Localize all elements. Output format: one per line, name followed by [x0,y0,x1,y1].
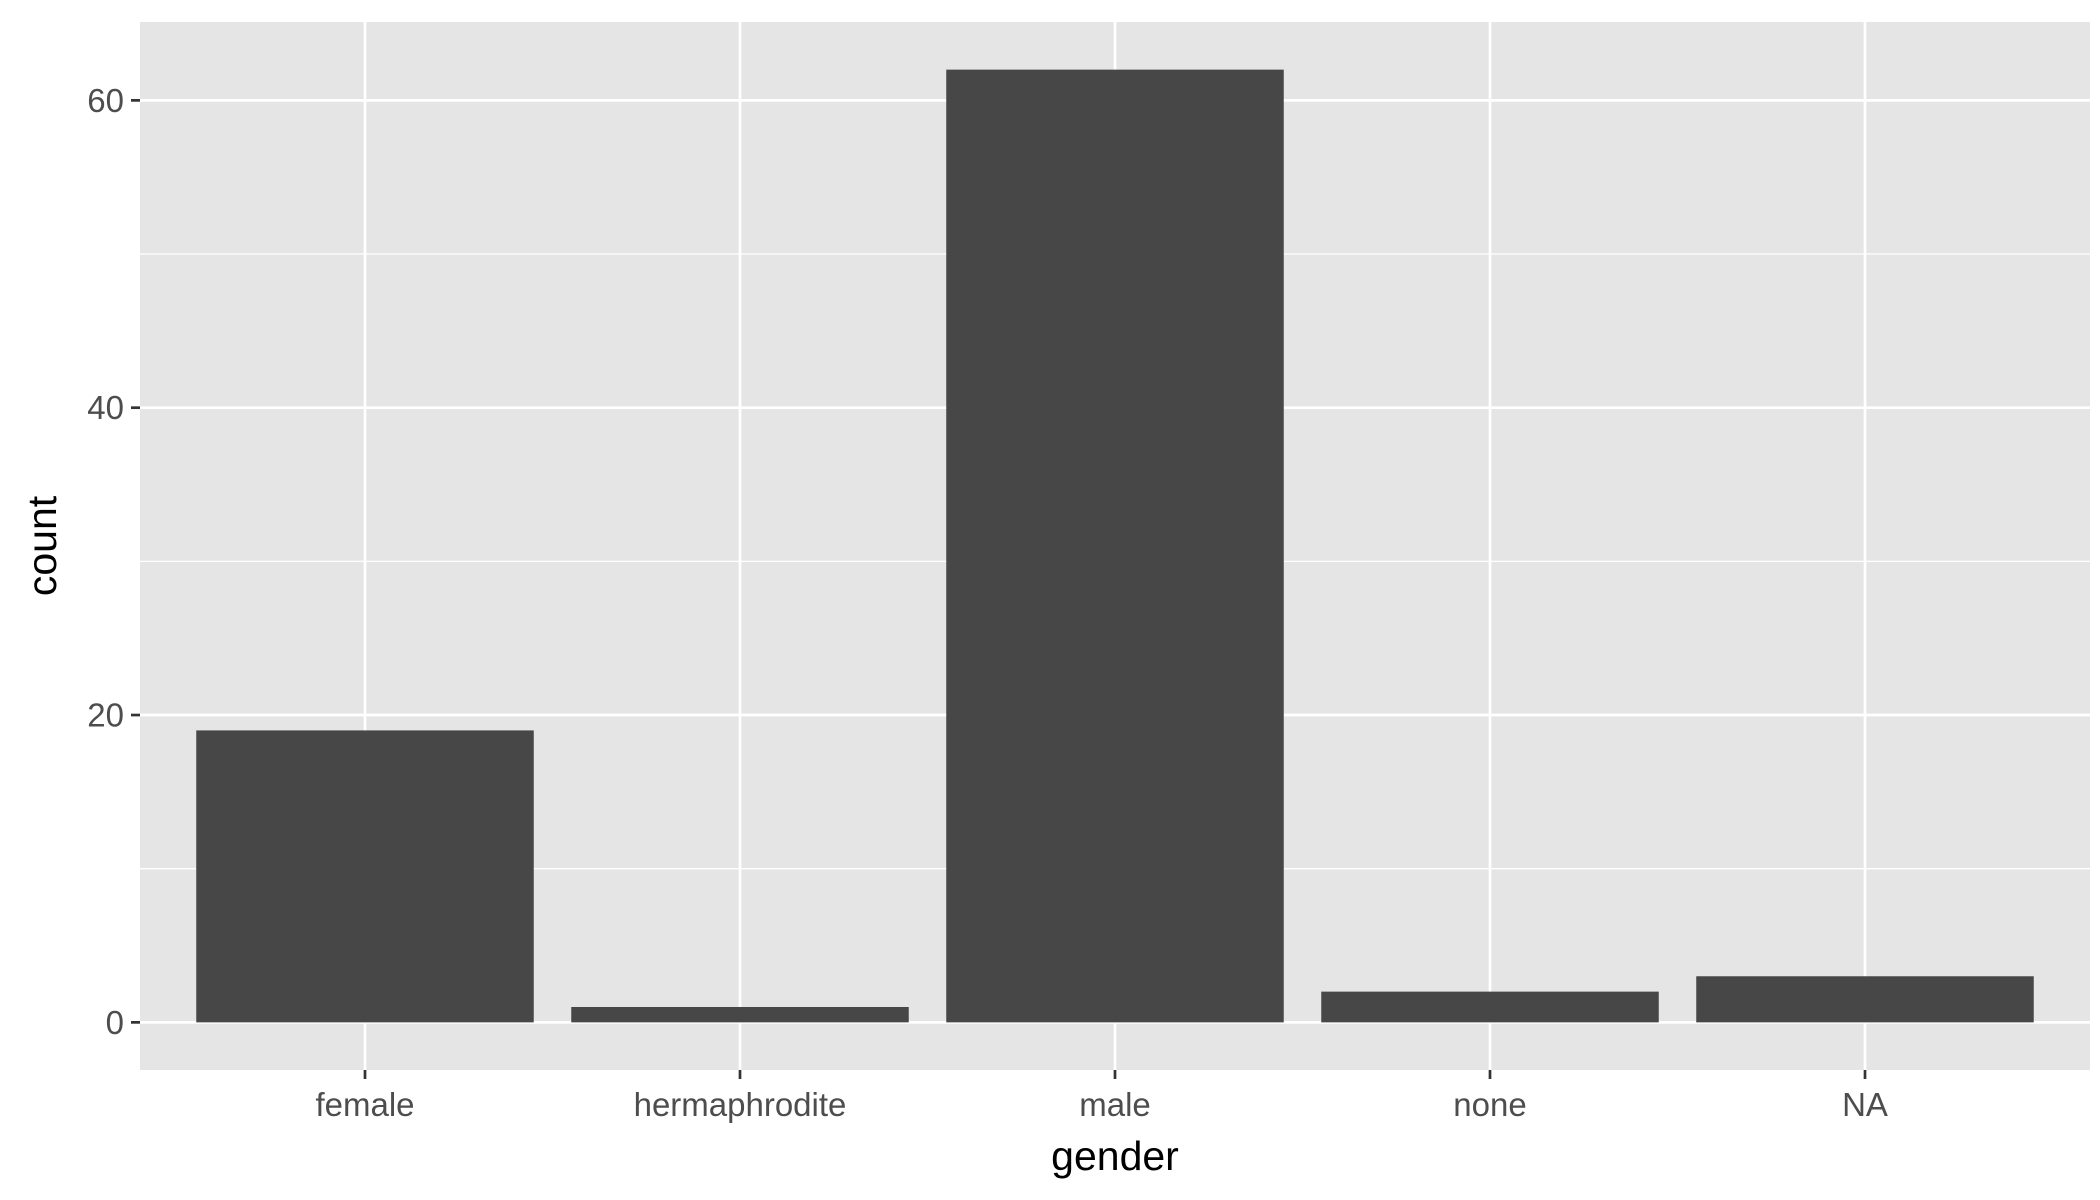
bar-NA [1696,976,2034,1023]
y-tick-label: 60 [87,82,124,119]
bar-male [946,69,1284,1023]
x-tick-label: NA [1842,1086,1888,1123]
x-tick-label: none [1453,1086,1526,1123]
y-tick-label: 0 [106,1004,124,1041]
y-axis-title: count [19,495,65,596]
y-tick-label: 40 [87,389,124,426]
x-tick-label: hermaphrodite [634,1086,847,1123]
bar-none [1321,991,1659,1023]
x-axis-title: gender [1051,1133,1179,1179]
bar-female [196,730,534,1023]
y-tick-label: 20 [87,697,124,734]
x-tick-label: female [315,1086,414,1123]
bar-series [196,69,2034,1023]
x-tick-label: male [1079,1086,1151,1123]
x-axis: female hermaphrodite male none NA [315,1070,1888,1123]
y-axis: 0 20 40 60 [87,82,140,1041]
bar-hermaphrodite [571,1006,909,1023]
